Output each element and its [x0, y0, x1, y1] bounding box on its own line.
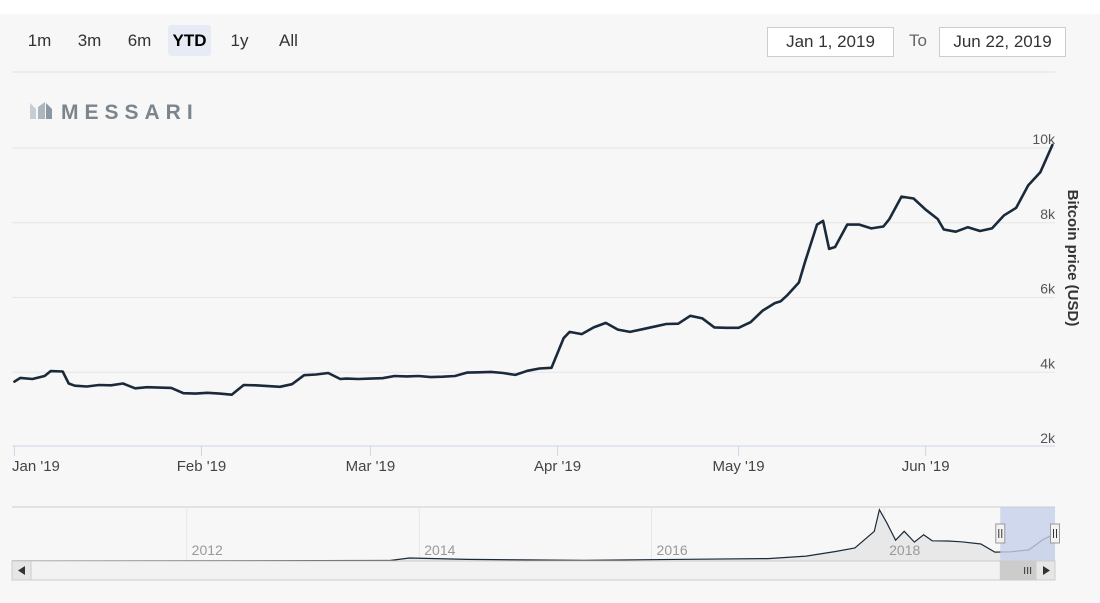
navigator-area — [12, 509, 1055, 561]
scrollbar-grip-icon — [1024, 567, 1032, 574]
x-tick-label: May '19 — [713, 458, 765, 475]
navigator-x-label: 2018 — [889, 542, 920, 558]
range-button-6m[interactable]: 6m — [118, 25, 161, 56]
y-tick-label: 8k — [1040, 206, 1056, 222]
range-button-all[interactable]: All — [267, 25, 310, 56]
x-tick-label: Feb '19 — [177, 458, 227, 475]
navigator-x-label: 2012 — [192, 542, 223, 558]
navigator-handle-left[interactable] — [995, 523, 1006, 544]
navigator-line — [11, 508, 1056, 562]
arrow-right-icon — [1043, 566, 1050, 575]
x-tick-label: Apr '19 — [534, 458, 581, 475]
y-tick-label: 4k — [1040, 355, 1056, 371]
scrollbar[interactable] — [11, 560, 1056, 581]
y-tick-label: 6k — [1040, 281, 1056, 297]
range-button-3m[interactable]: 3m — [68, 25, 111, 56]
brand-name: MESSARI — [61, 101, 199, 124]
main-y-ticks: 2k 4k 6k 8k 10k — [1032, 131, 1056, 446]
scrollbar-track[interactable] — [11, 560, 1056, 581]
to-label: To — [909, 31, 927, 50]
x-tick-label: Jan '19 — [12, 458, 60, 475]
top-margin — [0, 0, 1100, 14]
from-date-input[interactable]: Jan 1, 2019 — [767, 27, 894, 57]
y-axis-label: Bitcoin price (USD) — [1064, 190, 1081, 327]
x-tick-label: Mar '19 — [346, 458, 396, 475]
messari-logo-icon — [30, 102, 52, 119]
y-tick-label: 2k — [1040, 430, 1056, 446]
price-series-line[interactable] — [13, 143, 1054, 396]
navigator-grid — [186, 507, 885, 561]
to-date-input[interactable]: Jun 22, 2019 — [939, 27, 1066, 57]
navigator-x-labels: 2012 2014 2016 2018 — [192, 542, 921, 558]
navigator-selection[interactable] — [1000, 507, 1055, 561]
brand-logo: MESSARI — [30, 101, 199, 124]
navigator-x-label: 2016 — [657, 542, 688, 558]
navigator[interactable]: 2012 2014 2016 2018 — [11, 506, 1060, 562]
range-button-1m[interactable]: 1m — [18, 25, 61, 56]
main-grid — [12, 147, 1055, 373]
navigator-x-label: 2014 — [424, 542, 455, 558]
range-button-1y[interactable]: 1y — [218, 25, 261, 56]
x-tick-label: Jun '19 — [902, 458, 950, 475]
y-tick-label: 10k — [1032, 131, 1056, 147]
handle-body — [995, 523, 1006, 544]
range-button-ytd[interactable]: YTD — [168, 25, 211, 56]
arrow-left-icon — [18, 566, 25, 575]
handle-body — [1050, 523, 1060, 544]
main-x-ticks: Jan '19 Feb '19 Mar '19 Apr '19 May '19 Jun '… — [12, 446, 950, 475]
navigator-handle-right[interactable] — [1050, 523, 1060, 544]
